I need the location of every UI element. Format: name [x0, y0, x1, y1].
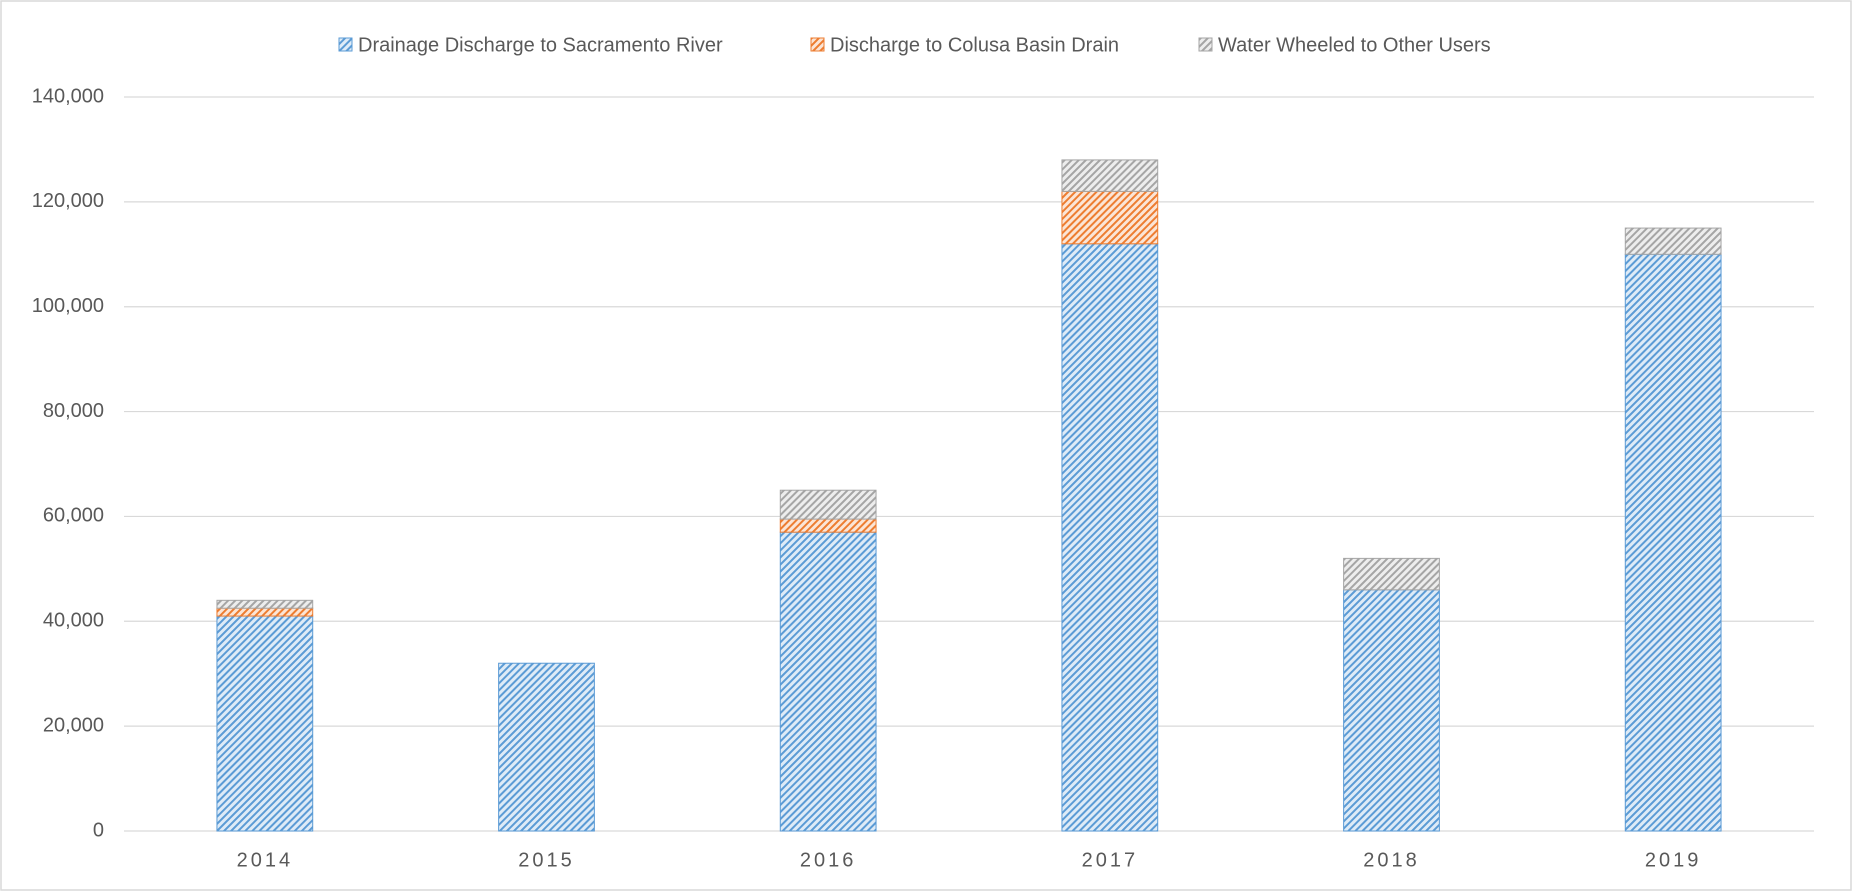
x-tick-label: 2015 [518, 849, 575, 871]
bar-segment [1061, 243, 1159, 832]
y-tick-label: 100,000 [32, 295, 104, 317]
legend-label: Discharge to Colusa Basin Drain [830, 34, 1119, 56]
x-tick-label: 2019 [1645, 849, 1702, 871]
legend-swatch [810, 37, 825, 52]
y-tick-label: 20,000 [43, 714, 104, 736]
bar-segment [1061, 159, 1159, 192]
x-tick-label: 2014 [237, 849, 294, 871]
bar-segment [216, 599, 314, 609]
bar-segment [779, 518, 877, 533]
bar-segment [1624, 227, 1722, 255]
bar-segment [1343, 557, 1440, 591]
bar-segment [1061, 190, 1159, 245]
bar-segment [216, 615, 314, 832]
legend-swatch [1198, 37, 1213, 52]
y-tick-label: 120,000 [32, 190, 104, 212]
legend-label: Water Wheeled to Other Users [1218, 34, 1491, 56]
bar-segment [1343, 589, 1440, 832]
y-tick-label: 0 [93, 819, 104, 841]
x-tick-label: 2017 [1082, 849, 1139, 871]
y-tick-label: 140,000 [32, 85, 104, 107]
x-tick-label: 2018 [1363, 849, 1420, 871]
bar-segment [216, 607, 314, 617]
bar-segment [779, 489, 877, 520]
y-tick-label: 60,000 [43, 505, 104, 527]
y-tick-label: 40,000 [43, 610, 104, 632]
y-tick-label: 80,000 [43, 400, 104, 422]
legend-label: Drainage Discharge to Sacramento River [358, 34, 723, 56]
bar-segment [498, 662, 595, 832]
bar-segment [779, 531, 877, 832]
bar-segment [1624, 253, 1722, 832]
x-tick-label: 2016 [800, 849, 857, 871]
legend-swatch [338, 37, 353, 52]
